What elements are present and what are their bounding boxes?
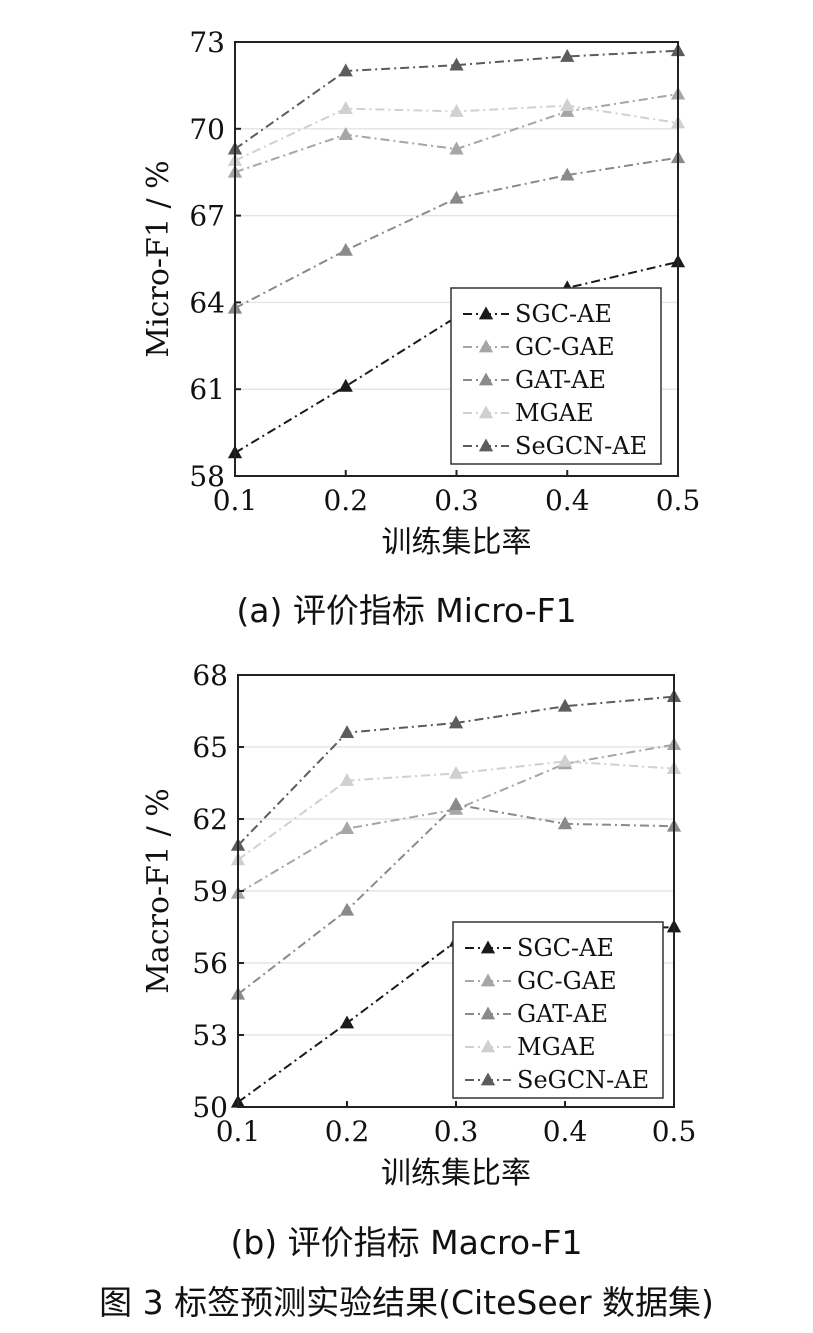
legend-marker [480, 1006, 496, 1020]
series-line-mgae [237, 760, 675, 861]
data-point-segcn-ae [557, 698, 573, 712]
y-tick-label: 53 [192, 1019, 228, 1052]
legend-marker [478, 339, 494, 353]
data-point-gat-ae [338, 242, 353, 256]
legend-marker [480, 1072, 496, 1086]
x-tick-label: 0.3 [434, 1115, 479, 1148]
data-point-gat-ae [448, 797, 464, 810]
figure-caption: 图 3 标签预测实验结果(CiteSeer 数据集) [99, 1283, 714, 1322]
data-point-gc-gae [339, 821, 355, 834]
data-point-mgae [338, 101, 353, 114]
legend-label: SGC-AE [517, 934, 614, 962]
data-point-segcn-ae [339, 725, 355, 738]
y-tick-label: 62 [192, 803, 228, 836]
data-point-sgc-ae [339, 1015, 355, 1029]
y-tick-label: 59 [192, 875, 228, 908]
data-point-segcn-ae [560, 48, 575, 62]
y-tick-label: 56 [192, 947, 228, 980]
data-point-mgae [557, 753, 573, 767]
y-tick-label: 67 [189, 200, 225, 233]
legend-marker [478, 306, 494, 320]
legend-label: GAT-AE [517, 1000, 608, 1028]
legend-marker [478, 438, 494, 452]
data-point-gat-ae [449, 190, 464, 204]
data-point-segcn-ae [449, 57, 464, 71]
data-point-gat-ae [557, 816, 573, 830]
x-tick-label: 0.2 [323, 484, 368, 517]
data-point-gc-gae [338, 127, 353, 140]
legend: SGC-AE GC-GAE GAT-AE MGAE SeGCN-AE [450, 287, 662, 465]
series-line-gc-gae [237, 743, 675, 895]
x-tick-label: 0.5 [656, 484, 701, 517]
y-axis-title: Micro-F1 / % [141, 160, 176, 357]
series-line-gat-ae [234, 156, 679, 310]
data-point-mgae [449, 103, 464, 117]
x-tick-label: 0.1 [216, 1115, 261, 1148]
data-point-segcn-ae [338, 63, 353, 77]
series-line-segcn-ae [234, 49, 679, 150]
micro-f1-chart: 58 61 64 67 70 73 0.1 0.2 0.3 0.4 0.5 训练集比率 Micro-F1… [141, 26, 701, 560]
y-tick-label: 73 [189, 26, 225, 59]
y-tick-label: 68 [192, 659, 228, 692]
legend-label: SGC-AE [515, 300, 612, 328]
y-tick-label: 70 [189, 113, 225, 146]
legend-label: SeGCN-AE [515, 432, 647, 460]
legend-label: GAT-AE [515, 366, 606, 394]
macro-f1-chart: 50 53 56 59 62 65 68 0.1 0.2 0.3 0.4 0.5 训练集比率 Macro-… [141, 659, 697, 1191]
legend-marker [478, 372, 494, 386]
x-tick-label: 0.5 [652, 1115, 697, 1148]
legend: SGC-AE GC-GAE GAT-AE MGAE SeGCN-AE [452, 921, 664, 1099]
y-axis-title: Macro-F1 / % [141, 788, 176, 994]
x-tick-label: 0.4 [545, 484, 590, 517]
x-tick-label: 0.3 [434, 484, 479, 517]
x-tick-label: 0.1 [213, 484, 258, 517]
series-line-sgc-ae [234, 260, 679, 454]
y-tick-label: 50 [192, 1091, 228, 1124]
legend-label: MGAE [517, 1033, 596, 1061]
data-point-mgae [560, 98, 575, 112]
data-point-mgae [448, 765, 464, 779]
x-axis-title: 训练集比率 [381, 1156, 531, 1191]
caption-micro-f1: (a) 评价指标 Micro-F1 [236, 591, 577, 630]
legend-marker [480, 1039, 496, 1053]
x-tick-label: 0.4 [543, 1115, 588, 1148]
data-point-gat-ae [339, 902, 355, 916]
data-point-gc-gae [449, 141, 464, 155]
y-tick-label: 61 [189, 373, 225, 406]
data-point-sgc-ae [338, 378, 353, 392]
caption-macro-f1: (b) 评价指标 Macro-F1 [230, 1223, 583, 1262]
legend-marker [480, 973, 496, 987]
legend-label: SeGCN-AE [517, 1066, 649, 1094]
y-tick-label: 65 [192, 731, 228, 764]
legend-marker [478, 405, 494, 419]
data-point-segcn-ae [448, 715, 464, 729]
y-tick-label: 58 [189, 460, 225, 493]
y-tick-label: 64 [189, 286, 225, 319]
data-point-mgae [339, 773, 355, 786]
x-axis-title: 训练集比率 [382, 525, 532, 560]
legend-label: MGAE [515, 399, 594, 427]
legend-label: GC-GAE [515, 333, 615, 361]
x-tick-label: 0.2 [325, 1115, 370, 1148]
data-point-gat-ae [560, 167, 575, 181]
legend-label: GC-GAE [517, 967, 617, 995]
legend-marker [480, 940, 496, 954]
